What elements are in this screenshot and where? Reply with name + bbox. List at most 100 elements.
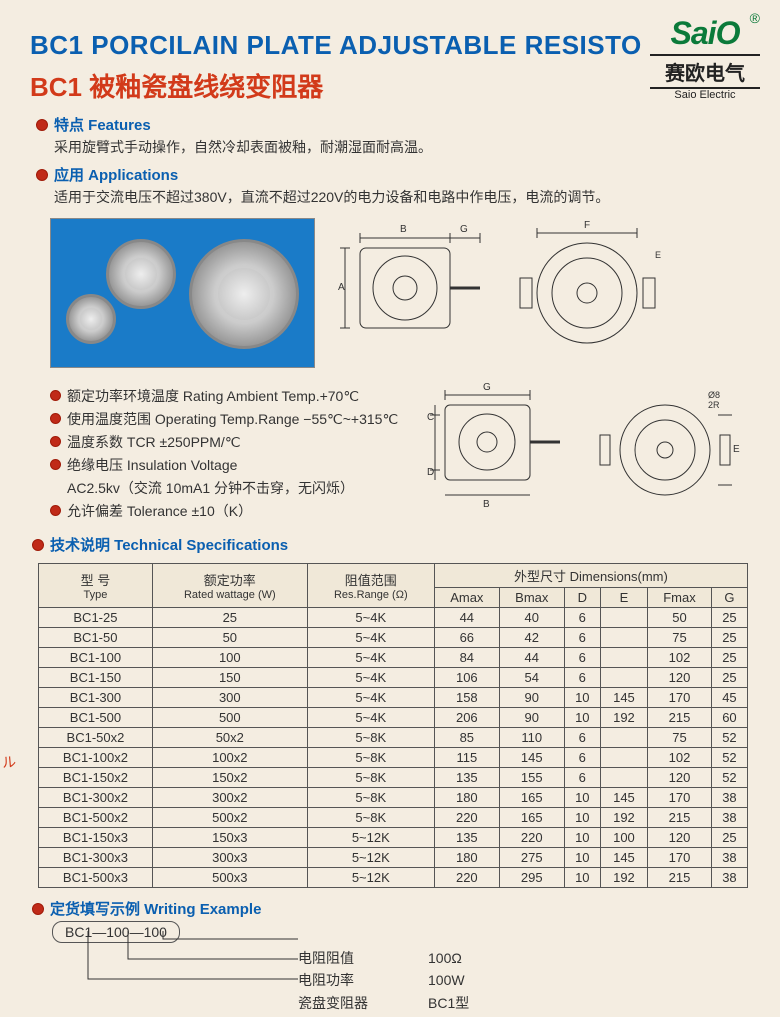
table-cell: 5~12K bbox=[307, 828, 434, 848]
table-cell bbox=[600, 628, 647, 648]
tech-diagram-4: Ø8 2R E bbox=[590, 380, 740, 510]
table-row: BC1-1501505~4K10654612025 bbox=[39, 668, 748, 688]
table-cell: 300 bbox=[152, 688, 307, 708]
tech-diagram-3: G C D B bbox=[420, 380, 570, 510]
spec-line-1: 使用温度范围 Operating Temp.Range −55℃~+315℃ bbox=[67, 409, 398, 429]
table-cell: 25 bbox=[711, 628, 747, 648]
table-cell: 60 bbox=[711, 708, 747, 728]
table-cell: 50x2 bbox=[152, 728, 307, 748]
svg-text:E: E bbox=[655, 250, 661, 260]
svg-text:G: G bbox=[483, 382, 491, 393]
table-cell: BC1-150x2 bbox=[39, 768, 153, 788]
table-row: BC1-5005005~4K206901019221560 bbox=[39, 708, 748, 728]
table-cell: 6 bbox=[564, 768, 600, 788]
table-cell: 100 bbox=[600, 828, 647, 848]
table-cell: 500 bbox=[152, 708, 307, 728]
table-row: BC1-300x3300x35~12K1802751014517038 bbox=[39, 848, 748, 868]
table-cell: 25 bbox=[711, 828, 747, 848]
table-cell: 215 bbox=[648, 868, 712, 888]
table-row: BC1-150x2150x25~8K135155612052 bbox=[39, 768, 748, 788]
table-cell: BC1-300x2 bbox=[39, 788, 153, 808]
table-cell bbox=[600, 728, 647, 748]
table-cell: 170 bbox=[648, 688, 712, 708]
svg-text:E: E bbox=[733, 444, 740, 455]
ex-label-1: 电阻功率 bbox=[298, 969, 388, 991]
tech-diagram-2: F E bbox=[510, 218, 665, 358]
logo-cn-text: 赛欧电气 bbox=[650, 54, 760, 89]
table-cell: 25 bbox=[152, 608, 307, 628]
spec-table: 型 号Type 额定功率Rated wattage (W) 阻值范围Res.Ra… bbox=[38, 563, 748, 888]
table-cell: 215 bbox=[648, 808, 712, 828]
table-cell: 5~4K bbox=[307, 668, 434, 688]
table-cell: 300x3 bbox=[152, 848, 307, 868]
svg-text:Ø8: Ø8 bbox=[708, 390, 720, 400]
table-cell: 115 bbox=[434, 748, 499, 768]
th-d: D bbox=[564, 588, 600, 608]
svg-text:B: B bbox=[400, 224, 407, 235]
bullet-icon bbox=[36, 119, 48, 131]
table-cell: 5~12K bbox=[307, 868, 434, 888]
table-cell: 10 bbox=[564, 708, 600, 728]
table-cell: 110 bbox=[499, 728, 564, 748]
table-cell: 106 bbox=[434, 668, 499, 688]
table-cell: 5~4K bbox=[307, 708, 434, 728]
table-cell: 10 bbox=[564, 788, 600, 808]
table-cell: 75 bbox=[648, 628, 712, 648]
table-cell: 135 bbox=[434, 768, 499, 788]
bullet-icon bbox=[50, 436, 61, 447]
table-cell: 220 bbox=[499, 828, 564, 848]
spec-line-5: 允许偏差 Tolerance ±10（K） bbox=[67, 501, 252, 521]
table-cell: 5~8K bbox=[307, 768, 434, 788]
registered-mark: ® bbox=[750, 10, 760, 26]
table-cell: 38 bbox=[711, 868, 747, 888]
spec-line-0: 额定功率环境温度 Rating Ambient Temp.+70℃ bbox=[67, 386, 359, 406]
table-row: BC1-300x2300x25~8K1801651014517038 bbox=[39, 788, 748, 808]
table-cell: 170 bbox=[648, 848, 712, 868]
spec-line-2: 温度系数 TCR ±250PPM/℃ bbox=[67, 432, 241, 452]
table-cell: 38 bbox=[711, 808, 747, 828]
table-cell: BC1-300x3 bbox=[39, 848, 153, 868]
table-row: BC1-50x250x25~8K8511067552 bbox=[39, 728, 748, 748]
bullet-icon bbox=[50, 505, 61, 516]
table-row: BC1-3003005~4K158901014517045 bbox=[39, 688, 748, 708]
table-cell: 5~4K bbox=[307, 688, 434, 708]
page-title-en: BC1 PORCILAIN PLATE ADJUSTABLE RESISTO bbox=[30, 30, 750, 61]
table-cell: 38 bbox=[711, 788, 747, 808]
table-cell: 100x2 bbox=[152, 748, 307, 768]
table-cell: 6 bbox=[564, 728, 600, 748]
table-cell: BC1-100 bbox=[39, 648, 153, 668]
table-cell: 192 bbox=[600, 868, 647, 888]
table-cell: 5~4K bbox=[307, 608, 434, 628]
table-cell: 192 bbox=[600, 808, 647, 828]
svg-text:B: B bbox=[483, 499, 490, 510]
table-cell: 135 bbox=[434, 828, 499, 848]
media-row: B G A F E bbox=[50, 218, 750, 368]
table-cell bbox=[600, 648, 647, 668]
ex-val-2: BC1型 bbox=[428, 992, 469, 1014]
table-cell: 100 bbox=[152, 648, 307, 668]
bullet-icon bbox=[50, 413, 61, 424]
table-cell: BC1-150x3 bbox=[39, 828, 153, 848]
brand-logo: ® SaiO 赛欧电气 Saio Electric bbox=[650, 15, 760, 101]
table-cell: 215 bbox=[648, 708, 712, 728]
table-cell: 5~8K bbox=[307, 748, 434, 768]
table-cell: 155 bbox=[499, 768, 564, 788]
table-cell: 120 bbox=[648, 828, 712, 848]
table-cell: 38 bbox=[711, 848, 747, 868]
table-cell: BC1-150 bbox=[39, 668, 153, 688]
table-cell: 10 bbox=[564, 808, 600, 828]
th-dim: 外型尺寸 Dimensions(mm) bbox=[434, 564, 747, 588]
th-g: G bbox=[711, 588, 747, 608]
features-body: 采用旋臂式手动操作，自然冷却表面被釉，耐潮湿面耐高温。 bbox=[54, 137, 750, 158]
svg-text:2R: 2R bbox=[708, 400, 720, 410]
th-wattage: 额定功率Rated wattage (W) bbox=[152, 564, 307, 608]
table-cell: 6 bbox=[564, 628, 600, 648]
table-row: BC1-100x2100x25~8K115145610252 bbox=[39, 748, 748, 768]
product-photo bbox=[50, 218, 315, 368]
table-cell: 5~8K bbox=[307, 728, 434, 748]
table-cell: 90 bbox=[499, 688, 564, 708]
bullet-icon bbox=[36, 169, 48, 181]
table-cell bbox=[600, 768, 647, 788]
table-cell: 5~4K bbox=[307, 648, 434, 668]
svg-text:G: G bbox=[460, 224, 468, 235]
